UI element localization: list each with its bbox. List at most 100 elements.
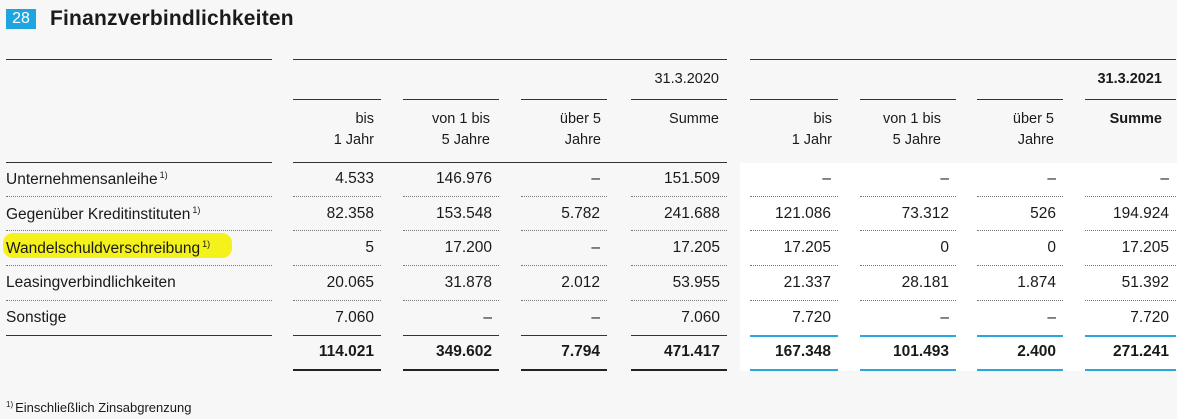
- total-cell: 167.348: [774, 343, 831, 360]
- table-cell: 82.358: [326, 205, 374, 222]
- row-separator: [860, 265, 956, 266]
- row-label-leasing: Leasingverbindlichkeiten: [6, 274, 176, 291]
- table-cell: –: [940, 309, 949, 326]
- table-cell: 17.205: [672, 239, 720, 256]
- table-cell: 51.392: [1121, 274, 1169, 291]
- table-cell: 21.337: [783, 274, 831, 291]
- total-cell: 471.417: [663, 343, 720, 360]
- table-cell: 17.200: [444, 239, 492, 256]
- table-cell: –: [591, 239, 600, 256]
- total-cell: 101.493: [892, 343, 949, 360]
- header-rule: [750, 99, 838, 100]
- row-separator: [977, 265, 1063, 266]
- table-cell: 241.688: [663, 205, 720, 222]
- table-cell: 28.181: [901, 274, 949, 291]
- row-separator: [403, 265, 499, 266]
- total-underline: [860, 369, 956, 371]
- col-header-2020-1-to-5: von 1 bis 5 Jahre: [431, 111, 490, 148]
- row-label-sonstige: Sonstige: [6, 309, 67, 326]
- total-underline: [631, 369, 727, 371]
- row-separator: [521, 335, 607, 336]
- total-cell: 114.021: [318, 343, 374, 360]
- table-cell: 73.312: [901, 205, 949, 222]
- row-separator: [750, 230, 838, 231]
- table-cell: 7.060: [681, 309, 720, 326]
- row-separator: [977, 196, 1063, 197]
- table-cell: 1.874: [1017, 274, 1056, 291]
- total-underline: [521, 369, 607, 371]
- row-separator: [293, 335, 381, 336]
- row-label-unternehmensanleihe: Unternehmensanleihe 1): [6, 170, 168, 188]
- table-cell: 17.205: [1121, 239, 1169, 256]
- row-highlight-marker: [3, 233, 232, 258]
- table-cell: –: [1047, 170, 1056, 187]
- table-cell: 7.060: [335, 309, 374, 326]
- header-rule: [403, 99, 499, 100]
- total-underline: [403, 369, 499, 371]
- row-separator: [977, 230, 1063, 231]
- row-label-wandelschuldverschreibung: Wandelschuldverschreibung 1): [6, 239, 211, 257]
- table-cell: 31.878: [444, 274, 492, 291]
- header-rule: [977, 99, 1063, 100]
- period-2021-top-rule: [750, 59, 1176, 60]
- table-cell: 5: [365, 239, 374, 256]
- section-title: 28 Finanzverbindlichkeiten: [6, 6, 294, 32]
- row-separator: [293, 300, 381, 301]
- section-number-badge: 28: [6, 9, 36, 29]
- row-separator: [750, 196, 838, 197]
- row-separator: [6, 265, 272, 266]
- row-separator: [750, 300, 838, 301]
- row-separator: [750, 265, 838, 266]
- row-separator: [860, 335, 956, 337]
- period-2021-date: 31.3.2021: [1097, 71, 1162, 87]
- col-header-2020-over-5: über 5 Jahre: [559, 111, 601, 148]
- row-separator: [631, 230, 727, 231]
- row-separator: [403, 335, 499, 336]
- row-separator: [521, 230, 607, 231]
- table-cell: –: [591, 170, 600, 187]
- table-cell: 20.065: [326, 274, 374, 291]
- row-separator: [977, 300, 1063, 301]
- table-cell: 0: [940, 239, 949, 256]
- total-cell: 271.241: [1112, 343, 1169, 360]
- table-cell: 7.720: [792, 309, 831, 326]
- row-separator: [403, 230, 499, 231]
- row-separator: [631, 265, 727, 266]
- row-separator: [6, 196, 272, 197]
- row-separator: [631, 300, 727, 301]
- table-cell: 526: [1030, 205, 1056, 222]
- header-rule: [521, 99, 607, 100]
- table-cell: 5.782: [561, 205, 600, 222]
- total-underline: [1085, 369, 1176, 371]
- total-cell: 349.602: [435, 343, 492, 360]
- table-cell: 146.976: [435, 170, 492, 187]
- table-cell: –: [822, 170, 831, 187]
- row-separator: [521, 196, 607, 197]
- total-cell: 2.400: [1017, 343, 1056, 360]
- table-cell: 2.012: [561, 274, 600, 291]
- row-separator: [403, 300, 499, 301]
- col-header-2020-sum: Summe: [669, 111, 719, 127]
- table-cell: 4.533: [335, 170, 374, 187]
- row-separator: [1085, 300, 1176, 301]
- table-cell: 7.720: [1130, 309, 1169, 326]
- col-header-2021-over-5: über 5 Jahre: [1012, 111, 1054, 148]
- row-separator: [1085, 265, 1176, 266]
- table-cell: 17.205: [783, 239, 831, 256]
- period-2020-top-rule: [293, 59, 727, 60]
- col-header-2020-upto-1: bis 1 Jahr: [333, 111, 374, 148]
- row-separator: [1085, 335, 1176, 337]
- table-cell: 53.955: [672, 274, 720, 291]
- header-rule: [1085, 99, 1176, 100]
- table-cell: –: [1047, 309, 1056, 326]
- total-underline: [977, 369, 1063, 371]
- total-underline: [293, 369, 381, 371]
- row-separator: [6, 335, 272, 336]
- table-cell: –: [483, 309, 492, 326]
- period-2020-date: 31.3.2020: [654, 71, 719, 87]
- row-separator: [860, 300, 956, 301]
- row-label-kreditinstitute: Gegenüber Kreditinstituten 1): [6, 205, 201, 223]
- row-separator: [631, 335, 727, 336]
- row-separator: [860, 196, 956, 197]
- header-rule: [293, 99, 381, 100]
